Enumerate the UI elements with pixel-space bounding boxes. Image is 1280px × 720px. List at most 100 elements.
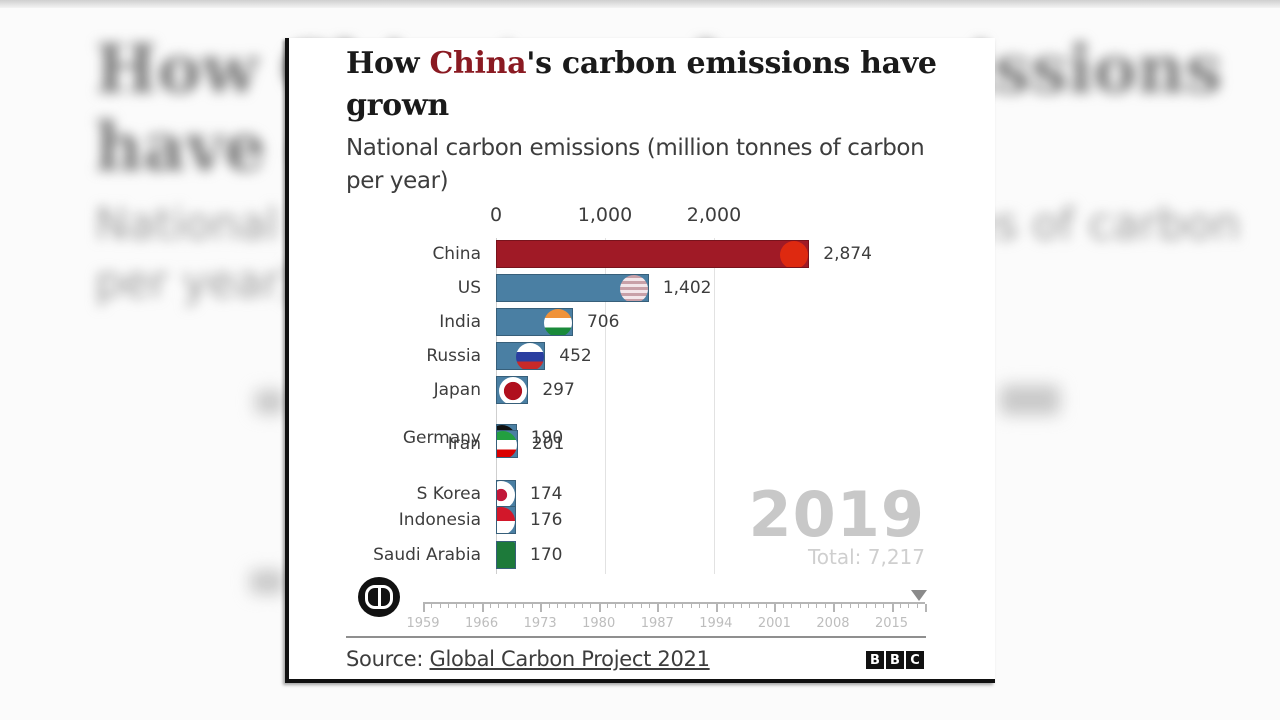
timeline-year-label: 1973 — [523, 616, 557, 631]
value-label: 297 — [542, 380, 575, 400]
flag-icon — [497, 542, 515, 568]
gridline — [605, 238, 606, 574]
timeline-tick — [749, 604, 751, 608]
bbc-letter: C — [906, 651, 924, 669]
category-label: India — [439, 312, 481, 332]
timeline-tick — [590, 604, 592, 608]
timeline-tick — [699, 604, 701, 608]
timeline-tick — [707, 604, 709, 608]
timeline-tick — [615, 604, 617, 608]
bbc-letter: B — [886, 651, 904, 669]
timeline-year-label: 1980 — [582, 616, 616, 631]
timeline-year-label: 1966 — [465, 616, 499, 631]
timeline-tick — [648, 604, 650, 608]
timeline-tick — [732, 604, 734, 608]
timeline-tick — [556, 604, 558, 608]
timeline-tick — [439, 604, 441, 608]
value-label: 174 — [530, 484, 563, 504]
timeline-tick — [724, 604, 726, 608]
timeline-tick — [489, 604, 491, 608]
chart-card: How China's carbon emissions have grown … — [285, 38, 995, 683]
timeline-tick — [473, 604, 475, 608]
timeline-tick — [581, 604, 583, 608]
flag-icon — [496, 431, 517, 457]
top-bar — [0, 0, 1280, 8]
flag-icon — [780, 241, 809, 267]
value-label: 170 — [530, 545, 563, 565]
timeline-tick — [657, 604, 660, 612]
timeline-tick — [448, 604, 450, 608]
blurred-shape — [255, 390, 285, 414]
source-line: Source: Global Carbon Project 2021 — [346, 647, 710, 671]
category-label: Indonesia — [398, 510, 481, 530]
bar — [496, 480, 516, 508]
timeline-year-label: 2008 — [816, 616, 850, 631]
blurred-shape — [1000, 385, 1060, 415]
timeline-tick — [782, 604, 784, 608]
timeline-tick — [682, 604, 684, 608]
category-label: US — [457, 278, 481, 298]
source-link[interactable]: Global Carbon Project 2021 — [429, 647, 710, 671]
timeline-tick — [498, 604, 500, 608]
timeline-position-marker[interactable] — [911, 590, 927, 601]
bar — [496, 274, 649, 302]
category-label: Germany — [402, 428, 481, 448]
timeline-tick — [607, 604, 609, 608]
bar — [496, 506, 516, 534]
flag-icon — [516, 343, 545, 369]
x-tick-label: 0 — [489, 204, 503, 226]
timeline-tick — [874, 604, 876, 608]
bbc-letter: B — [866, 651, 884, 669]
timeline-tick — [715, 604, 718, 612]
timeline-tick — [431, 604, 433, 608]
divider — [346, 636, 926, 638]
bar — [496, 376, 529, 404]
value-label: 176 — [530, 510, 563, 530]
blurred-shape — [250, 570, 285, 594]
timeline-tick — [523, 604, 525, 608]
timeline-tick — [849, 604, 851, 608]
bar — [496, 541, 516, 569]
timeline-tick — [464, 604, 466, 608]
x-tick-label: 2,000 — [686, 204, 742, 226]
gridline — [496, 238, 497, 574]
title-suffix: 's carbon emissions have grown — [346, 46, 937, 123]
timeline-tick — [674, 604, 675, 608]
pause-button[interactable] — [358, 577, 400, 617]
pause-icon — [365, 585, 393, 609]
timeline-tick — [925, 604, 927, 612]
timeline-tick — [816, 604, 818, 608]
timeline-tick — [665, 604, 667, 608]
timeline-tick — [573, 604, 575, 608]
chart-subtitle: National carbon emissions (million tonne… — [346, 135, 925, 194]
timeline-tick — [565, 604, 567, 608]
title-highlight: China — [429, 46, 527, 81]
timeline-tick — [832, 604, 835, 612]
timeline-tick — [824, 604, 826, 608]
flag-icon — [499, 377, 528, 403]
timeline-year-label: 2015 — [874, 616, 909, 631]
value-label: 452 — [559, 346, 592, 366]
bar — [496, 308, 573, 336]
bar — [496, 240, 810, 268]
timeline-tick — [799, 604, 801, 608]
timeline-tick — [866, 604, 868, 608]
total-label: Total: 7,217 — [807, 545, 925, 569]
category-label: Japan — [433, 380, 481, 400]
timeline-year-label: 1959 — [406, 616, 440, 631]
timeline-tick — [774, 604, 777, 612]
title-prefix: How — [346, 46, 430, 81]
timeline-tick — [690, 604, 692, 608]
timeline-scrubber[interactable] — [423, 602, 927, 612]
timeline-tick — [891, 604, 894, 612]
timeline-tick — [515, 604, 517, 608]
timeline-year-label: 1987 — [640, 616, 674, 631]
value-label: 1,402 — [662, 278, 712, 298]
chart-title: How China's carbon emissions have grown — [346, 43, 946, 127]
flag-icon — [543, 309, 572, 335]
timeline-tick — [791, 604, 793, 608]
value-label: 706 — [586, 312, 620, 332]
timeline-tick — [640, 604, 642, 608]
timeline-tick — [548, 604, 550, 608]
